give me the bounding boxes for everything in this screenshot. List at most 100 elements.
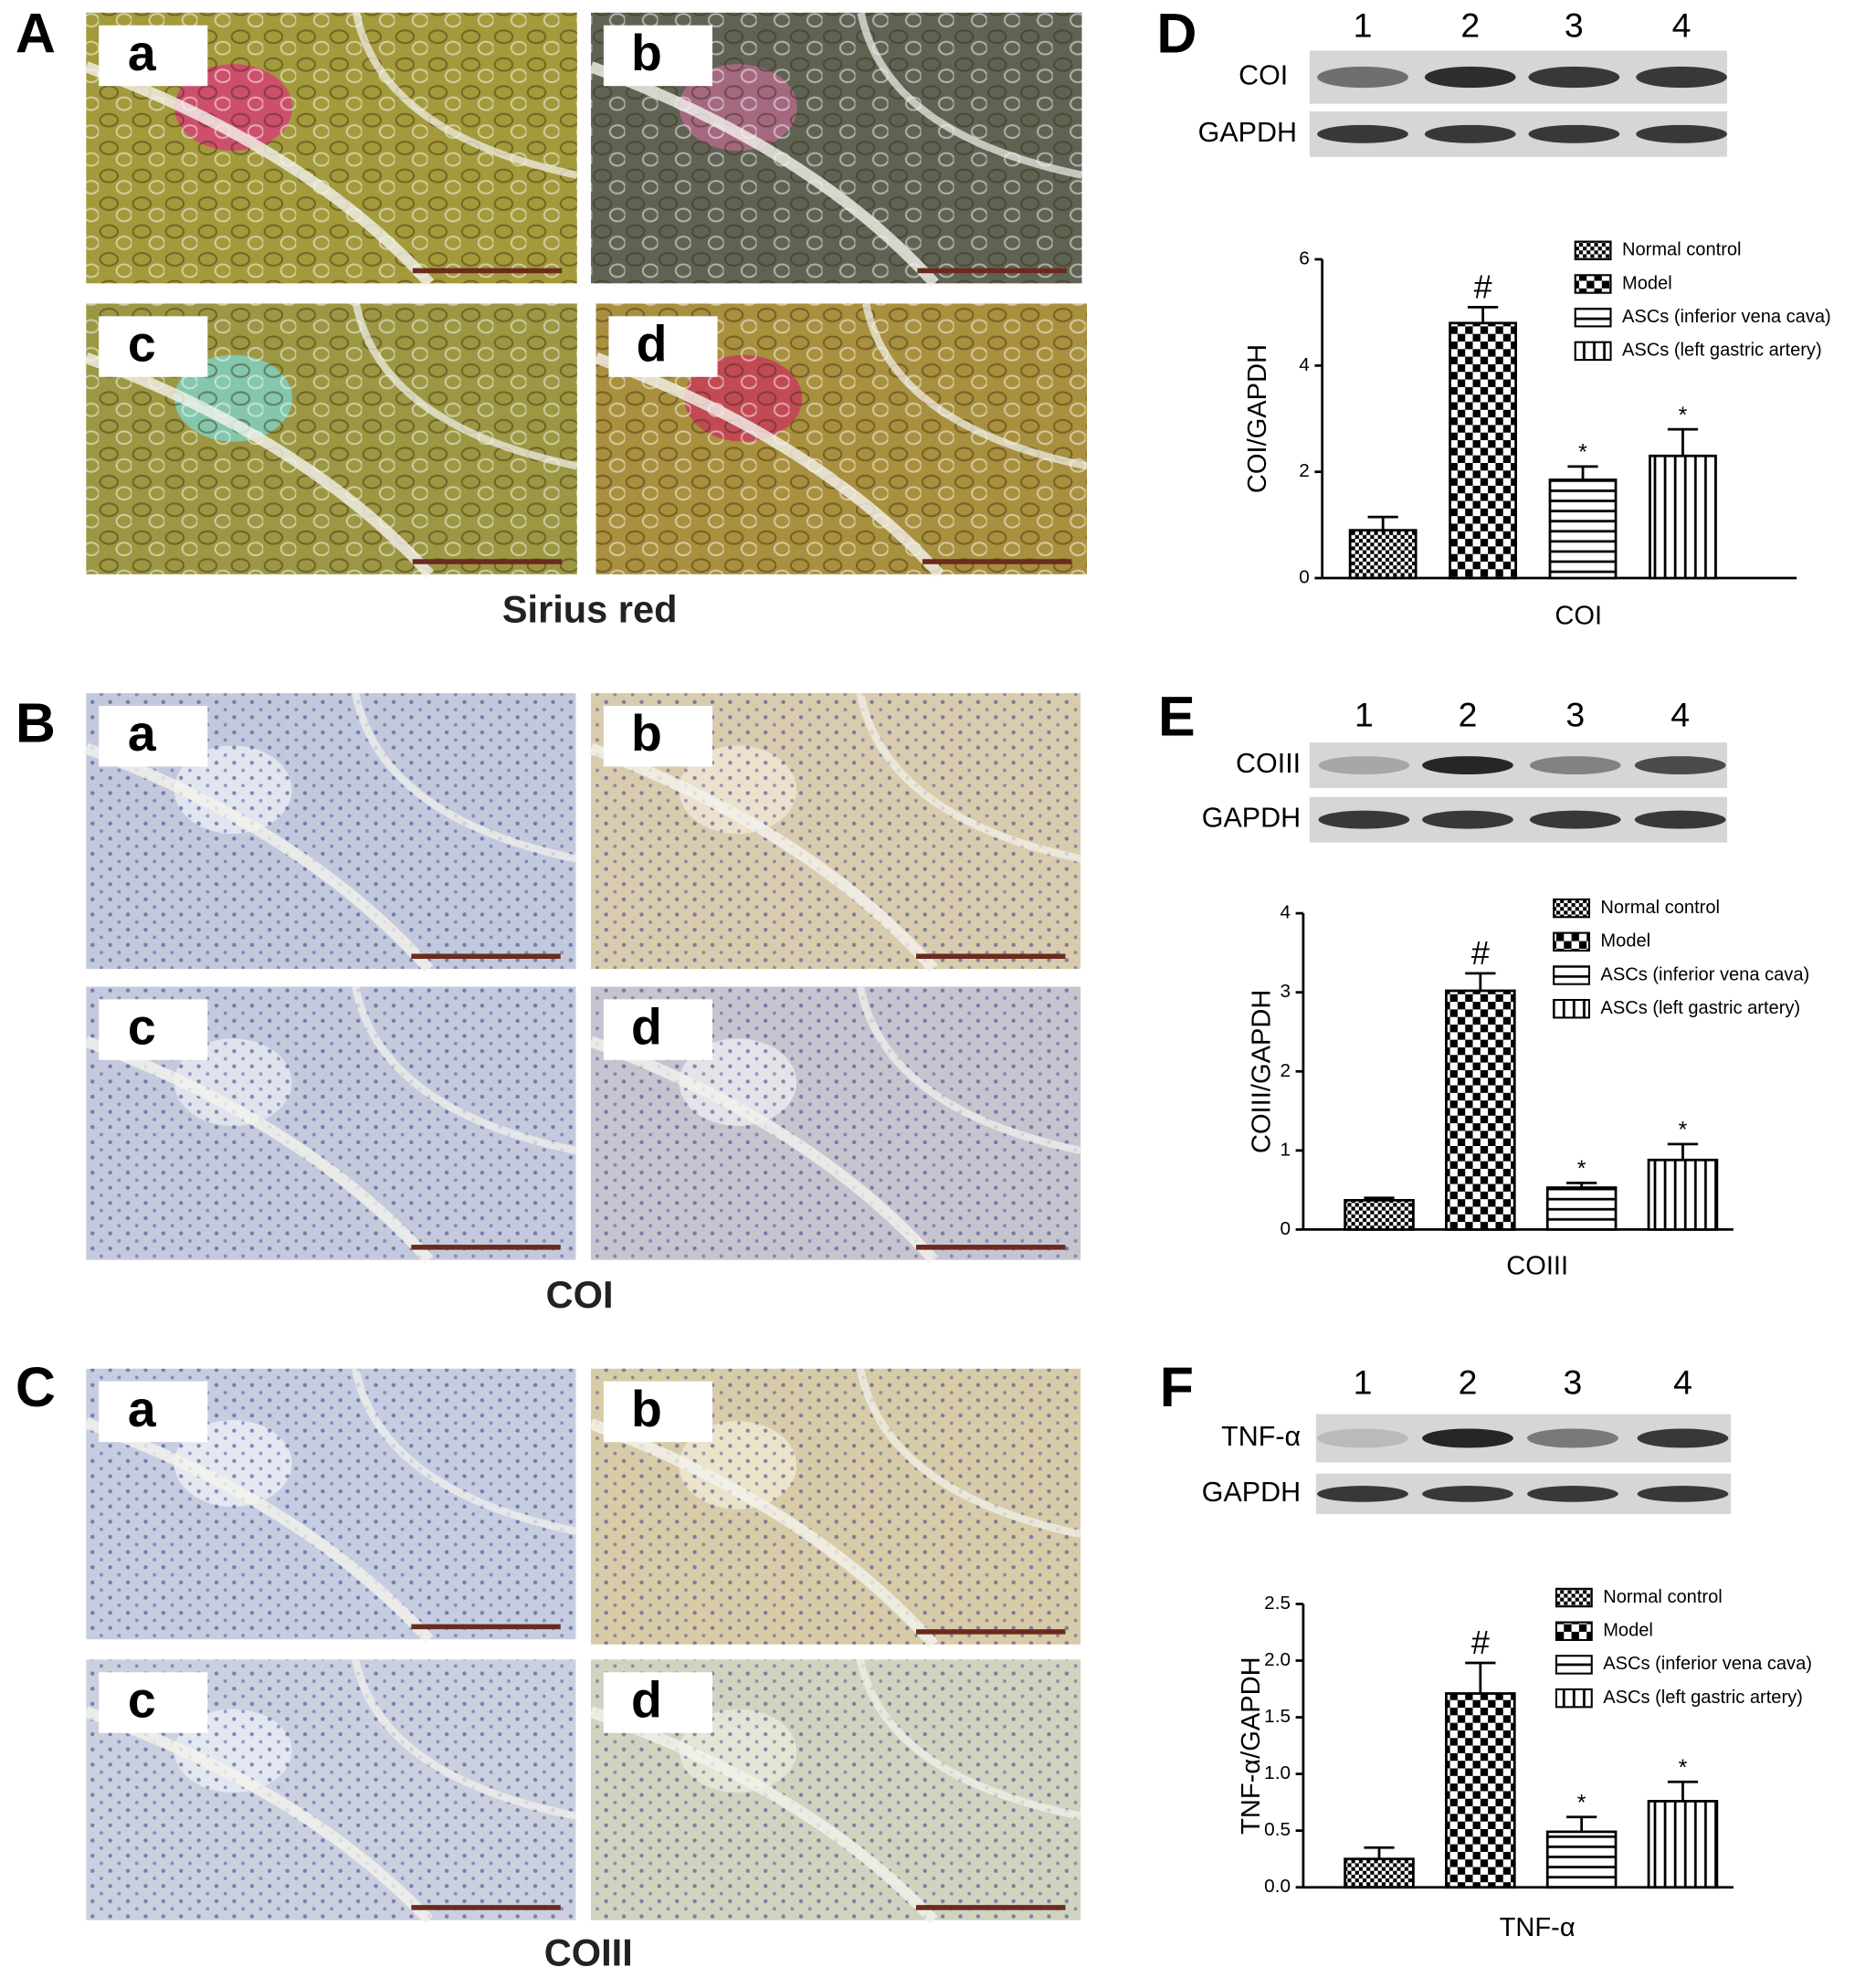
lane-label: 4 [1673, 1363, 1692, 1402]
lane-label: 4 [1671, 695, 1690, 733]
tissue-gap [352, 1658, 577, 1820]
significance-mark: * [1679, 1755, 1688, 1781]
lane-label: 3 [1565, 5, 1584, 44]
legend-swatch [1574, 240, 1612, 261]
y-tick-label: 1 [1280, 1139, 1291, 1160]
lane-label: 1 [1354, 695, 1374, 733]
scale-bar [916, 1905, 1066, 1910]
scale-bar [412, 268, 563, 274]
bar [1548, 479, 1618, 580]
lane-label: 2 [1459, 1363, 1478, 1402]
blot-band [1527, 1428, 1618, 1448]
tissue-gap [352, 692, 577, 863]
scale-bar [916, 1245, 1066, 1250]
bar [1348, 529, 1418, 580]
blot-band [1529, 756, 1621, 775]
error-bar [1465, 1661, 1496, 1694]
significance-mark: * [1577, 1790, 1586, 1815]
blot-band [1317, 1486, 1408, 1502]
scale-bar [916, 1629, 1066, 1635]
legend-swatch [1555, 1655, 1593, 1675]
tile-label-box [603, 25, 713, 87]
blot-row-label: GAPDH [1202, 803, 1301, 834]
lane-label: 3 [1565, 695, 1585, 733]
tile-label-box [99, 999, 208, 1060]
blot-band [1527, 1486, 1618, 1502]
y-tick-label: 0.0 [1264, 1876, 1291, 1897]
blot-band [1529, 810, 1621, 829]
lane-label: 4 [1672, 5, 1692, 44]
blot-band [1422, 1428, 1513, 1448]
blot-band [1422, 810, 1513, 829]
tissue-gap [857, 12, 1083, 179]
legend-swatch [1553, 965, 1591, 985]
tile-label-box [603, 1381, 713, 1443]
tissue-gap [352, 1367, 577, 1535]
legend-swatch [1555, 1688, 1593, 1709]
error-bar [1566, 1181, 1597, 1188]
legend-swatch [1553, 998, 1591, 1019]
significance-mark: # [1471, 1624, 1490, 1661]
blot-row-label: COI [1238, 60, 1288, 91]
legend-swatch [1555, 1621, 1593, 1641]
panel-label: A [16, 3, 56, 65]
histology-caption: COI [546, 1273, 614, 1316]
tissue-gap [588, 742, 938, 973]
tile-label: c [128, 1672, 156, 1729]
scale-bar [922, 559, 1072, 564]
tile-label: d [637, 316, 668, 373]
tile-label-box [603, 705, 713, 767]
tissue-gap [856, 1658, 1081, 1820]
panel-label: F [1160, 1356, 1194, 1418]
blot-band [1317, 124, 1408, 143]
scale-bar [916, 953, 1066, 959]
legend-swatch [1553, 898, 1591, 919]
blot-band [1317, 1428, 1408, 1448]
significance-mark: * [1679, 403, 1688, 428]
error-bar [1667, 427, 1699, 457]
y-tick-label: 4 [1280, 902, 1291, 923]
scale-bar [411, 953, 561, 959]
legend-label: Model [1603, 1621, 1653, 1641]
tile-label: a [128, 25, 157, 81]
y-tick-label: 0 [1299, 567, 1310, 588]
lane-label: 3 [1564, 1363, 1583, 1402]
bar [1545, 1186, 1618, 1231]
error-bar [1566, 1815, 1597, 1832]
y-tick-label: 1.5 [1264, 1706, 1291, 1727]
tile-label-box [99, 316, 208, 377]
legend-swatch [1555, 1587, 1593, 1608]
blot-band [1424, 124, 1516, 143]
y-tick-label: 1.0 [1264, 1762, 1291, 1783]
scale-bar [411, 1245, 561, 1250]
tissue-gap [352, 12, 578, 179]
tile-label: c [128, 316, 156, 373]
tissue-gap [84, 1036, 434, 1264]
blot-row-label: COIII [1236, 748, 1301, 779]
bar [1649, 454, 1717, 580]
tissue-gap [84, 61, 435, 288]
significance-mark: # [1474, 268, 1492, 305]
tissue-gap [588, 61, 939, 288]
legend-swatch [1574, 341, 1612, 362]
tissue-gap [84, 1417, 434, 1644]
legend-swatch [1574, 274, 1612, 294]
y-tick-label: 6 [1299, 247, 1310, 268]
tissue-gap [84, 1706, 434, 1925]
tile-label: a [128, 705, 157, 762]
y-axis-label: COI/GAPDH [1243, 344, 1272, 493]
bar [1647, 1800, 1719, 1889]
tissue-gap [862, 302, 1088, 470]
panel-label: B [16, 692, 56, 754]
tissue-gap [588, 1036, 938, 1264]
y-tick-label: 3 [1280, 981, 1291, 1002]
blot-band [1318, 810, 1410, 829]
blot-band [1637, 1486, 1729, 1502]
blot-band [1424, 66, 1516, 89]
y-tick-label: 0 [1280, 1218, 1291, 1239]
tile-label: b [631, 705, 662, 762]
y-axis-label: TNF-α/GAPDH [1237, 1657, 1266, 1835]
y-tick-label: 4 [1299, 354, 1310, 375]
bar [1445, 1692, 1516, 1889]
